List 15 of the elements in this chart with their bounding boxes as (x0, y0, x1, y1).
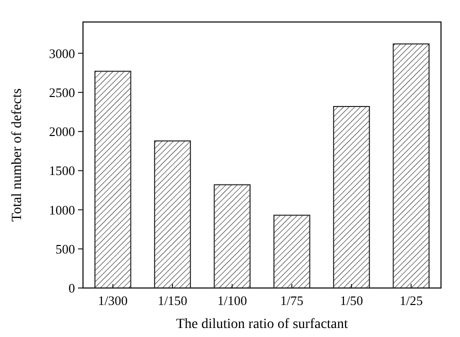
y-tick-label: 1000 (49, 202, 75, 218)
x-axis-title: The dilution ratio of surfactant (176, 317, 348, 332)
x-tick-label: 1/100 (217, 293, 247, 308)
x-tick-label: 1/25 (400, 293, 423, 308)
y-tick-label: 1500 (49, 163, 75, 178)
y-tick-label: 0 (68, 280, 75, 296)
y-tick-label: 500 (56, 241, 75, 256)
y-axis-title: Total number of defects (10, 88, 25, 222)
y-tick-label: 2500 (49, 84, 75, 100)
x-tick-label: 1/300 (98, 293, 128, 308)
x-tick-label: 1/150 (158, 293, 188, 308)
y-tick-label: 3000 (49, 46, 75, 61)
x-tick-label: 1/75 (280, 293, 304, 308)
y-tick-label: 2000 (49, 124, 75, 140)
x-tick-label: 1/50 (340, 293, 364, 308)
